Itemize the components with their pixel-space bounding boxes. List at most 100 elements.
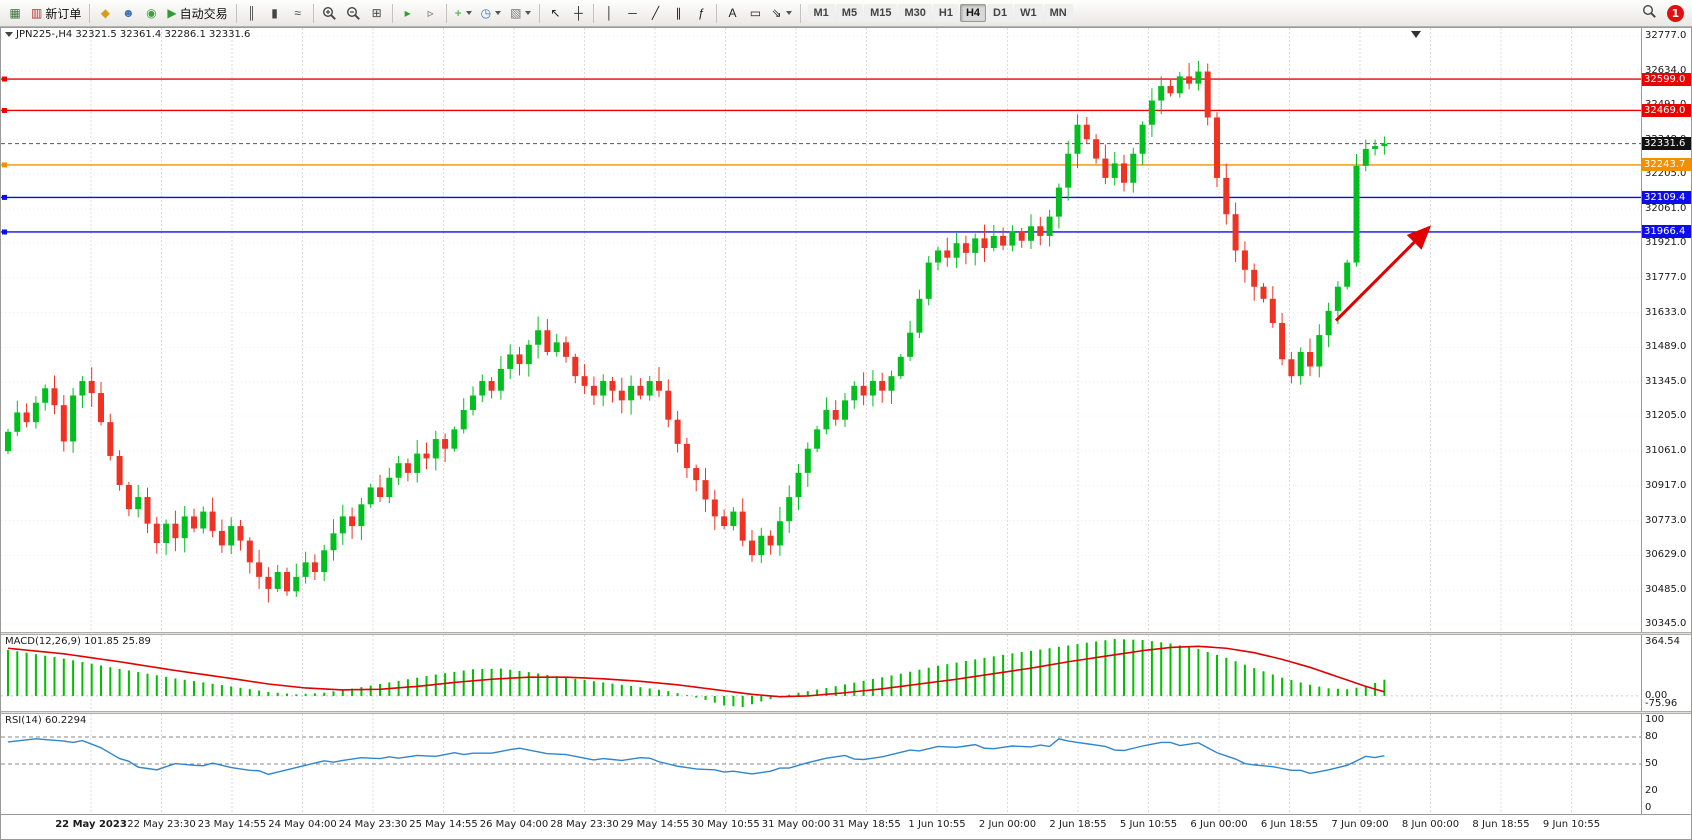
search-button[interactable] (1638, 2, 1661, 24)
timeframe-button-h4[interactable]: H4 (959, 4, 987, 22)
candle-body (721, 516, 728, 527)
toolbar-separator (539, 3, 541, 23)
auto-scroll-button[interactable]: ▸ (397, 2, 419, 24)
chart-shift-button[interactable]: ▹ (420, 2, 442, 24)
time-axis-label: 26 May 04:00 (479, 819, 549, 830)
toolbar-separator (799, 3, 801, 23)
candle-body (693, 468, 700, 481)
candle-body (656, 381, 662, 391)
candle-body (618, 390, 625, 401)
autotrading-button[interactable]: ▶ 自动交易 (163, 2, 231, 24)
line-chart-button[interactable]: ≈ (287, 2, 309, 24)
price-chart-svg[interactable] (1, 28, 1641, 632)
time-axis[interactable]: 22 May 2023 22 May 23:30 23 May 14:55 24 Ma… (1, 814, 1691, 836)
trend-arrow-annotation[interactable] (1334, 225, 1432, 322)
indicators-button[interactable]: + (451, 2, 476, 24)
line-chart-icon: ≈ (294, 6, 301, 20)
price-axis-label: 30629.0 (1645, 549, 1687, 561)
rsi-axis-label: 50 (1645, 758, 1658, 769)
candle-body (311, 562, 318, 573)
timeframe-button-m1[interactable]: M1 (807, 4, 835, 22)
periods-button[interactable]: ◷ (477, 2, 505, 24)
candle-body (209, 511, 216, 531)
rsi-axis-label: 20 (1645, 785, 1658, 796)
new-chart-icon: ▦ (9, 6, 21, 20)
chevron-down-icon (785, 11, 792, 15)
equidistant-channel-button[interactable]: ∥ (667, 2, 689, 24)
candle-body (265, 576, 272, 589)
candle-body (349, 516, 356, 527)
bar-chart-button[interactable]: ║ (241, 2, 263, 24)
rsi-axis-label: 100 (1645, 714, 1665, 725)
time-axis-label: 6 Jun 18:55 (1260, 819, 1319, 830)
text-label-button[interactable]: ▭ (744, 2, 766, 24)
time-axis-label: 28 May 23:30 (550, 819, 619, 830)
price-axis-label: 32061.0 (1645, 203, 1687, 215)
timeframe-button-mn[interactable]: MN (1043, 4, 1073, 22)
panel-splitter-macd[interactable] (1, 632, 1691, 635)
candlestick-chart-icon: ▮ (271, 6, 278, 20)
candlestick-chart-button[interactable]: ▮ (264, 2, 286, 24)
price-axis[interactable]: 32777.032634.032491.032348.032205.032061… (1641, 28, 1691, 632)
fibonacci-button[interactable]: ƒ (690, 2, 712, 24)
templates-button[interactable]: ▧ (506, 2, 535, 24)
chart-shift-icon: ▹ (427, 6, 434, 20)
price-axis-label: 30917.0 (1645, 479, 1687, 491)
candle-body (172, 523, 179, 539)
metaquotes-button[interactable]: ◆ (94, 2, 116, 24)
candle-body (135, 497, 142, 510)
timeframe-button-w1[interactable]: W1 (1014, 4, 1043, 22)
vertical-line-button[interactable]: │ (598, 2, 620, 24)
timeframe-button-h1[interactable]: H1 (932, 4, 959, 22)
text-icon: A (728, 6, 737, 20)
price-level-badge: 32469.0 (1642, 103, 1691, 117)
collapse-triangle-icon[interactable] (5, 32, 13, 37)
timeframe-button-m5[interactable]: M5 (835, 4, 864, 22)
panel-splitter-rsi[interactable] (1, 711, 1691, 714)
zoom-in-button[interactable] (318, 2, 341, 24)
price-axis-label: 31921.0 (1645, 236, 1687, 248)
arrows-button[interactable]: ⇘ (767, 2, 795, 24)
timeframe-button-d1[interactable]: D1 (987, 4, 1014, 22)
time-axis-label: 1 Jun 10:55 (908, 819, 966, 830)
tile-windows-button[interactable]: ⊞ (366, 2, 388, 24)
equidistant-channel-icon: ∥ (675, 6, 682, 20)
notification-badge[interactable]: 1 (1667, 4, 1684, 22)
timeframe-button-m30[interactable]: M30 (898, 4, 932, 22)
price-level-badge: 32599.0 (1642, 72, 1691, 86)
candle-body (1269, 298, 1276, 323)
candle-body (1381, 143, 1388, 147)
profile-button[interactable]: ☻ (117, 2, 139, 24)
candle-body (842, 400, 848, 420)
zoom-out-button[interactable] (342, 2, 365, 24)
new-order-button[interactable]: ▥ 新订单 (27, 2, 85, 24)
candle-body (869, 381, 876, 396)
chart-shift-marker[interactable] (1411, 31, 1421, 38)
crosshair-button[interactable]: ┼ (567, 2, 589, 24)
candle-body (1009, 231, 1016, 246)
trendline-icon: ╱ (651, 6, 660, 20)
rsi-svg[interactable] (1, 714, 1641, 814)
price-panel: JPN225-,H4 32321.5 32361.4 32286.1 32331… (1, 28, 1691, 632)
candle-body (1148, 100, 1155, 125)
candle-body (776, 521, 783, 546)
candle-body (535, 330, 542, 345)
text-button[interactable]: A (721, 2, 743, 24)
horizontal-line-button[interactable]: ─ (621, 2, 643, 24)
candle-body (414, 453, 421, 473)
macd-axis-label: 0.00 (1645, 689, 1668, 701)
time-axis-label: 6 Jun 00:00 (1190, 819, 1248, 830)
candle-body (1176, 76, 1183, 94)
macd-axis-label: -75.96 (1645, 698, 1678, 709)
candle-body (600, 381, 607, 396)
timeframe-button-m15[interactable]: M15 (864, 4, 898, 22)
chart-window[interactable]: JPN225-,H4 32321.5 32361.4 32286.1 32331… (0, 27, 1692, 840)
cursor-button[interactable]: ↖ (544, 2, 566, 24)
candle-body (1279, 322, 1286, 360)
trendline-button[interactable]: ╱ (644, 2, 666, 24)
candle-body (1167, 86, 1174, 94)
macd-svg[interactable] (1, 635, 1641, 711)
community-button[interactable]: ◉ (140, 2, 162, 24)
candle-body (1037, 226, 1044, 236)
new-chart-button[interactable]: ▦ (4, 2, 26, 24)
